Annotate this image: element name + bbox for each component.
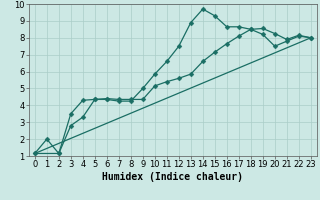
X-axis label: Humidex (Indice chaleur): Humidex (Indice chaleur) [102,172,243,182]
